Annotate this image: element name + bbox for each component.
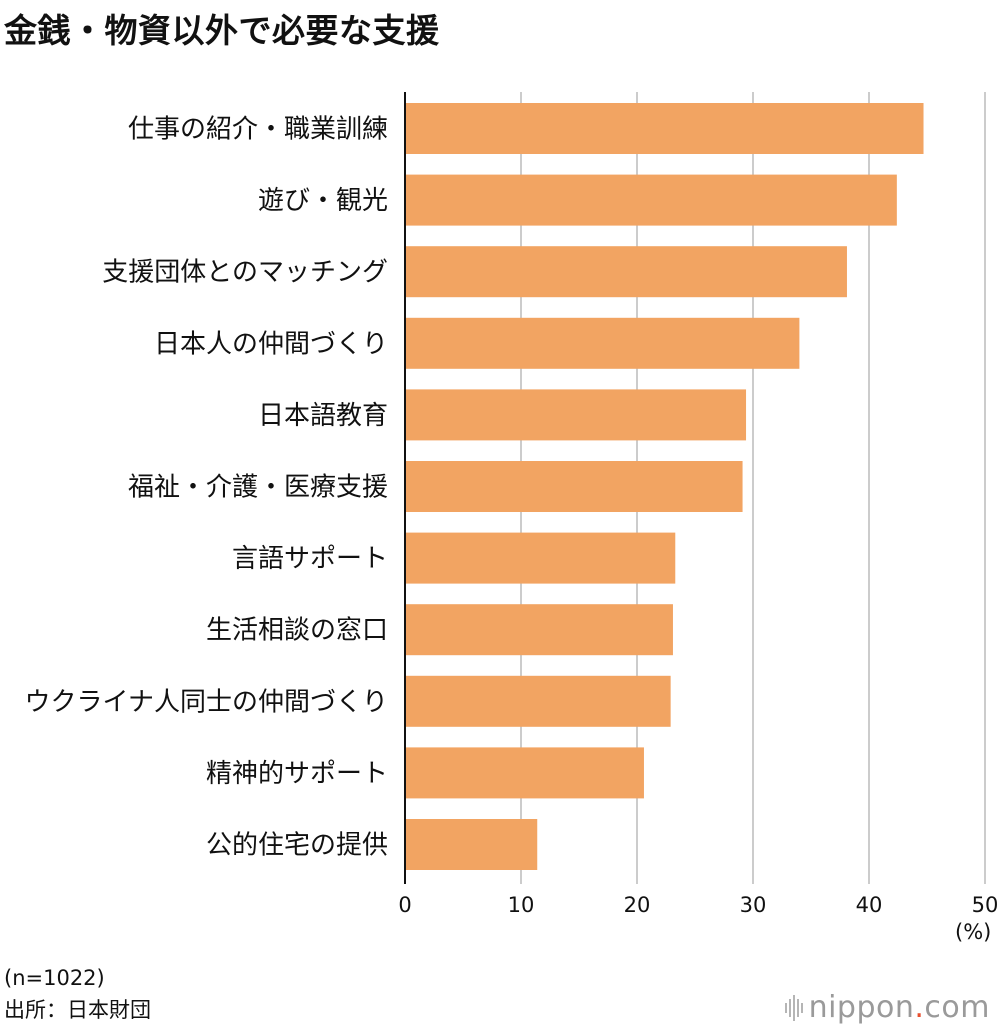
chart-title: 金銭・物資以外で必要な支援	[4, 11, 440, 50]
category-label: 支援団体とのマッチング	[102, 258, 388, 288]
category-label: ウクライナ人同士の仲間づくり	[25, 687, 388, 717]
bar	[405, 389, 747, 441]
bar	[405, 103, 924, 154]
source-note: 出所：日本財団	[4, 998, 151, 1022]
soundwave-icon	[784, 993, 803, 1023]
x-tick-label: 40	[856, 893, 883, 917]
bar	[405, 532, 676, 584]
bar	[405, 174, 897, 226]
x-axis-unit: (%)	[955, 920, 992, 944]
x-tick-label: 20	[624, 893, 651, 917]
x-tick-label: 10	[508, 893, 535, 917]
category-label: 福祉・介護・医療支援	[128, 473, 388, 503]
category-label: 仕事の紹介・職業訓練	[128, 115, 388, 145]
bar	[405, 317, 800, 369]
bar	[405, 246, 847, 298]
sample-size-note: (n=1022)	[4, 966, 105, 990]
category-label: 精神的サポート	[206, 759, 388, 789]
category-label: 生活相談の窓口	[206, 616, 388, 646]
tick-labels: 0 10 20 30 40 50	[398, 893, 998, 917]
bar	[405, 675, 671, 727]
bar	[405, 604, 673, 656]
bar	[405, 461, 743, 512]
category-label: 日本語教育	[258, 401, 388, 431]
category-label: 日本人の仲間づくり	[154, 329, 388, 359]
category-label: 遊び・観光	[258, 186, 388, 216]
category-labels: 仕事の紹介・職業訓練遊び・観光支援団体とのマッチング日本人の仲間づくり日本語教育…	[25, 115, 388, 861]
category-label: 公的住宅の提供	[206, 831, 388, 861]
brand-logo: nippon.com	[784, 990, 990, 1025]
x-tick-label: 0	[398, 893, 411, 917]
bar	[405, 747, 644, 799]
bar	[405, 819, 538, 870]
category-label: 言語サポート	[232, 544, 388, 574]
brand-wordmark: nippon.com	[808, 990, 990, 1025]
bars	[405, 103, 924, 870]
x-tick-label: 30	[740, 893, 767, 917]
x-tick-label: 50	[972, 893, 999, 917]
